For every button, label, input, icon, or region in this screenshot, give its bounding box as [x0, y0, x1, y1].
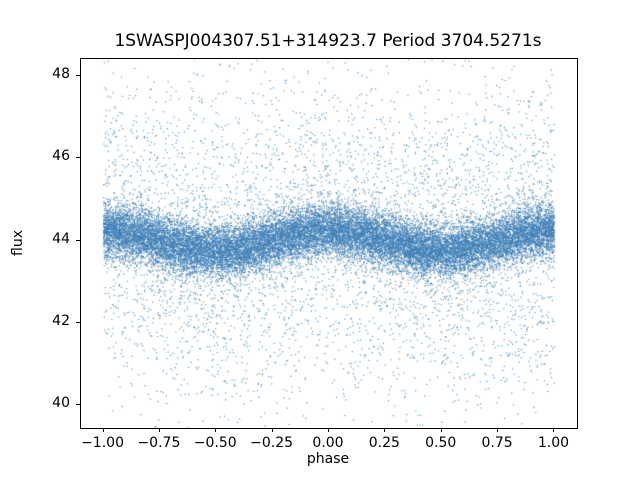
y-tick-label: 42 [52, 312, 70, 329]
y-tick-label: 44 [52, 230, 70, 247]
x-tick-label: −1.00 [81, 435, 124, 451]
x-tick-mark [497, 428, 499, 432]
x-tick-mark [384, 428, 386, 432]
x-tick-label: 0.75 [481, 435, 513, 451]
x-tick-label: −0.50 [193, 435, 237, 451]
x-tick-mark [440, 428, 442, 432]
x-tick-label: 0.50 [425, 435, 457, 451]
x-tick-label: 1.00 [537, 435, 570, 451]
x-tick-label: 0.25 [368, 435, 400, 451]
x-tick-mark [158, 428, 160, 432]
y-tick-mark [76, 239, 80, 241]
chart-title: 1SWASPJ004307.51+314923.7 Period 3704.52… [114, 31, 542, 51]
y-tick-label: 40 [52, 394, 70, 411]
x-tick-mark [271, 428, 273, 432]
x-tick-label: 0.00 [312, 435, 344, 451]
x-axis-label: phase [306, 451, 350, 467]
x-tick-mark [102, 428, 104, 432]
y-tick-mark [76, 75, 80, 77]
y-tick-label: 48 [52, 66, 70, 83]
y-axis-label: flux [10, 230, 26, 256]
y-tick-mark [76, 157, 80, 159]
y-tick-mark [76, 403, 80, 405]
y-tick-label: 46 [52, 148, 70, 165]
x-tick-mark [553, 428, 555, 432]
scatter-canvas [81, 59, 577, 428]
x-tick-mark [215, 428, 217, 432]
x-tick-label: −0.25 [250, 435, 294, 451]
plot-area [80, 58, 578, 429]
x-tick-label: −0.75 [137, 435, 181, 451]
y-tick-mark [76, 321, 80, 323]
x-tick-mark [328, 428, 329, 432]
